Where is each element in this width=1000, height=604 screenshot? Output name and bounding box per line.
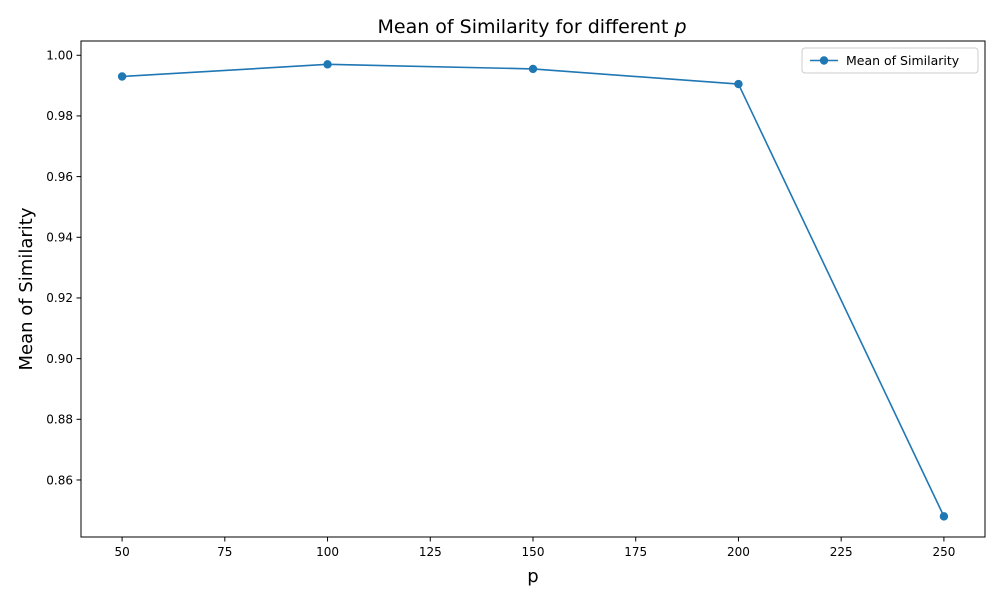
legend-box (801, 47, 979, 74)
x-tick-label: 175 (624, 545, 647, 559)
data-point (528, 64, 538, 74)
y-tick-label: 0.96 (46, 170, 73, 184)
series-line (122, 63, 945, 517)
x-tick-label: 200 (727, 545, 750, 559)
x-tick-label: 150 (522, 545, 545, 559)
data-point (939, 512, 949, 521)
plot-area: 50 75 100 125 150 175 200 225 250 0.86 0.88 0.90 0.9… (46, 40, 986, 559)
x-tick-label: 75 (217, 545, 232, 559)
x-tick-label: 100 (316, 545, 339, 559)
legend-marker-swatch (819, 56, 829, 65)
y-tick-label: 0.92 (46, 291, 73, 305)
chart-title: Mean of Similarity for different p (378, 16, 687, 38)
data-point (117, 72, 127, 81)
y-axis-label: Mean of Similarity (16, 207, 37, 370)
chart-title-variable: p (673, 16, 686, 38)
y-tick-label: 0.98 (46, 109, 73, 123)
y-tick-label: 0.88 (46, 413, 73, 427)
x-tick-label: 125 (419, 545, 442, 559)
plot-frame (80, 40, 986, 538)
y-tick-label: 0.94 (46, 231, 73, 245)
chart-title-text: Mean of Similarity for different (378, 16, 675, 38)
y-tick-label: 1.00 (46, 49, 73, 63)
x-tick-label: 50 (114, 545, 129, 559)
data-point (323, 60, 332, 69)
data-point (734, 79, 743, 89)
x-tick-label: 225 (830, 545, 853, 559)
y-tick-label: 0.90 (46, 352, 73, 366)
x-axis-label: p (527, 566, 538, 587)
x-tick-label: 250 (932, 545, 955, 559)
legend-label: Mean of Similarity (846, 53, 960, 68)
y-tick-label: 0.86 (46, 473, 73, 487)
